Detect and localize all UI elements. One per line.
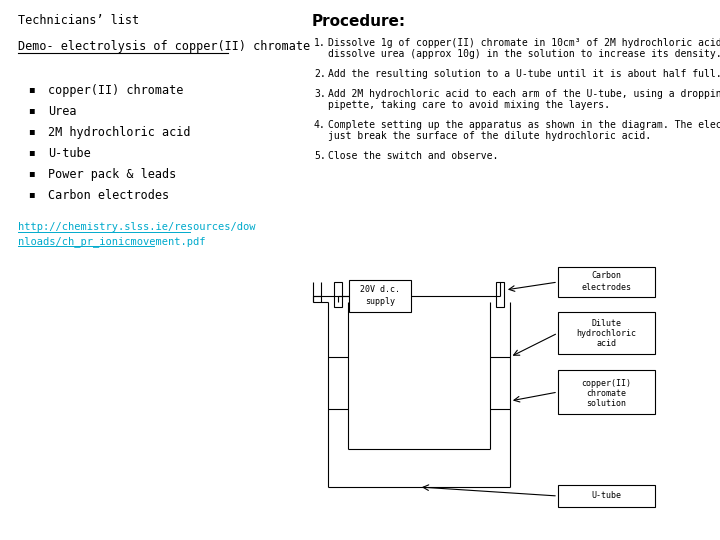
Text: Demo- electrolysis of copper(II) chromate: Demo- electrolysis of copper(II) chromat… [18,40,310,53]
Text: U-tube: U-tube [48,147,91,160]
Bar [349,280,411,312]
Bar [334,282,342,307]
Text: Procedure:: Procedure: [312,14,406,29]
Bar [496,282,504,307]
Text: Technicians’ list: Technicians’ list [18,14,139,27]
Text: 2.: 2. [314,69,325,79]
Text: ▪: ▪ [28,126,35,136]
Text: Dissolve 1g of copper(II) chromate in 10cm³ of 2M hydrochloric acid, and: Dissolve 1g of copper(II) chromate in 10… [328,38,720,48]
Text: ▪: ▪ [28,189,35,199]
Bar [558,370,655,414]
Text: Carbon electrodes: Carbon electrodes [48,189,169,202]
Text: ▪: ▪ [28,147,35,157]
Bar [558,267,655,297]
Text: ▪: ▪ [28,168,35,178]
Text: 3.: 3. [314,89,325,99]
Text: copper(II) chromate: copper(II) chromate [48,84,184,97]
Text: supply: supply [365,296,395,306]
Text: Add 2M hydrochloric acid to each arm of the U-tube, using a dropping or Pasteur: Add 2M hydrochloric acid to each arm of … [328,89,720,99]
Text: 2M hydrochloric acid: 2M hydrochloric acid [48,126,191,139]
Text: Add the resulting solution to a U-tube until it is about half full.: Add the resulting solution to a U-tube u… [328,69,720,79]
Text: Carbon: Carbon [592,272,621,280]
Text: http://chemistry.slss.ie/resources/dow: http://chemistry.slss.ie/resources/dow [18,222,256,232]
Text: acid: acid [596,340,616,348]
Text: U-tube: U-tube [592,491,621,501]
Text: dissolve urea (approx 10g) in the solution to increase its density.: dissolve urea (approx 10g) in the soluti… [328,49,720,59]
Text: ▪: ▪ [28,84,35,94]
Text: Power pack & leads: Power pack & leads [48,168,176,181]
Text: electrodes: electrodes [582,282,631,292]
Text: 4.: 4. [314,120,325,130]
Text: 1.: 1. [314,38,325,48]
Text: pipette, taking care to avoid mixing the layers.: pipette, taking care to avoid mixing the… [328,100,610,110]
Text: 20V d.c.: 20V d.c. [360,286,400,294]
Bar [558,485,655,507]
Text: Urea: Urea [48,105,76,118]
Text: Close the switch and observe.: Close the switch and observe. [328,151,498,161]
Text: hydrochloric: hydrochloric [577,329,636,339]
Text: 5.: 5. [314,151,325,161]
Text: solution: solution [587,399,626,408]
Text: chromate: chromate [587,388,626,397]
Text: Complete setting up the apparatus as shown in the diagram. The electrodes should: Complete setting up the apparatus as sho… [328,120,720,130]
Bar [558,312,655,354]
Text: ▪: ▪ [28,105,35,115]
Text: copper(II): copper(II) [582,379,631,388]
Text: Dilute: Dilute [592,320,621,328]
Text: nloads/ch_pr_ionicmovement.pdf: nloads/ch_pr_ionicmovement.pdf [18,236,205,247]
Text: just break the surface of the dilute hydrochloric acid.: just break the surface of the dilute hyd… [328,131,651,141]
